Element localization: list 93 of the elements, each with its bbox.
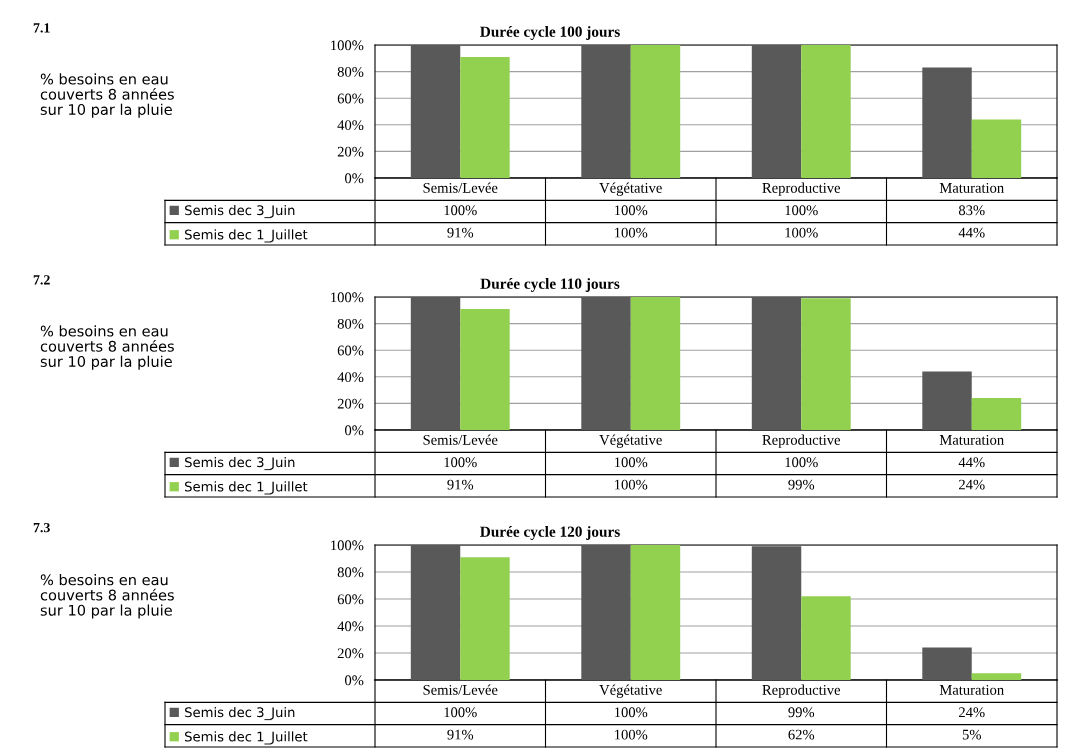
data-label: 100%: [615, 707, 648, 718]
x-tick-label: Végétative: [599, 434, 662, 448]
chart-title: Durée cycle 110 jours: [480, 278, 620, 292]
data-label: 100%: [785, 457, 818, 468]
x-tick-label: Semis/Levée: [423, 182, 498, 193]
bar: [971, 673, 1022, 680]
y-tick-label: 100%: [331, 40, 364, 51]
y-tick-label: 60%: [337, 93, 364, 104]
data-label: 99%: [788, 707, 815, 718]
text: 7.2: [33, 275, 50, 285]
bar: [460, 308, 510, 430]
y-tick-label: 100%: [331, 540, 364, 551]
y-tick-label: 20%: [337, 398, 364, 409]
y-tick-label: 60%: [337, 345, 364, 356]
data-label: 83%: [958, 205, 985, 216]
y-axis-title: % besoins en eau couverts 8 années sur 10 par la pluie: [40, 574, 174, 619]
y-tick-label: 20%: [337, 648, 364, 659]
chart-title: Durée cycle 100 jours: [480, 26, 620, 40]
data-label: 100%: [615, 205, 648, 216]
text: 7.3: [33, 522, 50, 533]
bar: [460, 56, 510, 178]
chart-title: Durée cycle 120 jours: [480, 526, 620, 540]
data-label: 91%: [447, 729, 474, 740]
y-tick-label: 0%: [345, 425, 364, 436]
bar: [801, 45, 851, 178]
bar: [971, 119, 1022, 178]
legend-label: Semis dec 1_Juillet: [185, 481, 308, 495]
data-label: 91%: [447, 227, 474, 238]
data-label: 100%: [615, 479, 648, 490]
bar: [922, 647, 972, 680]
bar: [630, 297, 681, 430]
y-tick-label: 80%: [337, 567, 364, 578]
legend-label: Semis dec 3_Juin: [185, 456, 295, 471]
bar: [460, 557, 510, 680]
data-label: 100%: [785, 205, 818, 216]
y-tick-label: 60%: [337, 594, 364, 605]
y-tick-label: 40%: [337, 372, 364, 383]
bar: [410, 545, 461, 680]
bar: [581, 297, 631, 430]
legend-label: Semis dec 3_Juin: [185, 706, 295, 721]
y-tick-label: 0%: [345, 173, 364, 184]
bar: [922, 371, 972, 430]
x-tick-label: Végétative: [599, 684, 662, 698]
bar: [922, 67, 972, 178]
legend-label: Semis dec 1_Juillet: [185, 229, 308, 243]
data-label: 100%: [444, 707, 477, 718]
data-label: 24%: [959, 479, 985, 490]
data-label: 100%: [615, 457, 648, 468]
bar: [801, 596, 851, 680]
x-tick-label: Végétative: [599, 182, 662, 196]
legend-label: Semis dec 3_Juin: [185, 204, 295, 219]
y-axis-title: % besoins en eau couverts 8 années sur 10 par la pluie: [40, 73, 174, 118]
x-tick-label: Reproductive: [762, 182, 841, 196]
bar: [410, 45, 461, 178]
x-tick-label: Maturation: [939, 183, 1004, 193]
y-tick-label: 40%: [337, 621, 364, 632]
y-tick-label: 40%: [337, 120, 364, 131]
bar: [801, 298, 851, 430]
x-tick-label: Reproductive: [762, 684, 841, 698]
bar: [751, 45, 802, 178]
data-label: 44%: [958, 457, 985, 468]
bar: [630, 545, 681, 680]
legend-label: Semis dec 1_Juillet: [185, 731, 308, 745]
data-label: 99%: [788, 479, 815, 490]
y-tick-label: 80%: [337, 66, 364, 77]
x-tick-label: Reproductive: [762, 434, 841, 448]
data-label: 100%: [615, 227, 648, 238]
data-label: 100%: [444, 457, 477, 468]
bar: [581, 545, 631, 680]
y-axis-title: % besoins en eau couverts 8 années sur 10 par la pluie: [40, 325, 174, 370]
bar: [581, 45, 631, 178]
x-tick-label: Maturation: [939, 435, 1004, 445]
y-tick-label: 100%: [331, 292, 364, 303]
bar: [630, 45, 681, 178]
text: 7.1: [33, 23, 50, 33]
x-tick-label: Maturation: [939, 685, 1004, 695]
data-label: 5%: [962, 729, 981, 740]
y-tick-label: 20%: [337, 146, 364, 157]
data-label: 100%: [615, 729, 648, 740]
y-tick-label: 80%: [337, 318, 364, 329]
bar: [751, 297, 802, 430]
bar: [751, 546, 802, 680]
data-label: 62%: [788, 729, 815, 740]
data-label: 91%: [447, 479, 474, 490]
x-tick-label: Semis/Levée: [423, 434, 498, 445]
y-tick-label: 0%: [345, 675, 364, 686]
data-label: 24%: [959, 707, 985, 718]
data-label: 100%: [785, 227, 818, 238]
x-tick-label: Semis/Levée: [423, 684, 498, 695]
bar: [410, 297, 461, 430]
data-label: 100%: [444, 205, 477, 216]
bar: [971, 398, 1022, 430]
data-label: 44%: [958, 227, 985, 238]
